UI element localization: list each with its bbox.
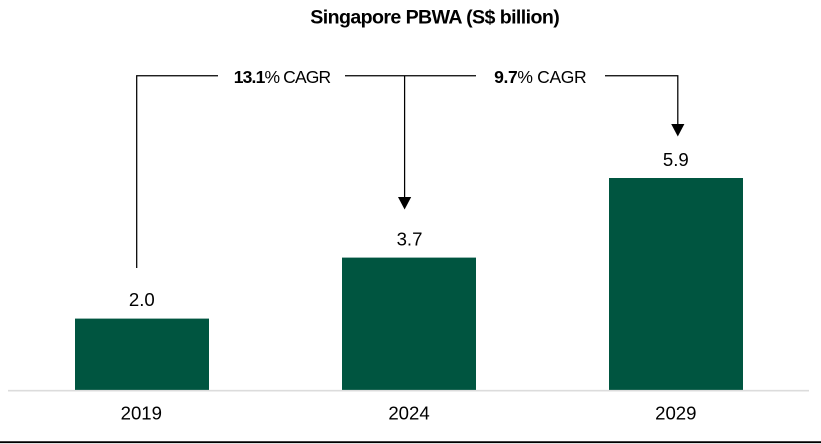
svg-text:2024: 2024 bbox=[388, 403, 429, 424]
svg-text:2019: 2019 bbox=[121, 403, 162, 424]
svg-text:2.0: 2.0 bbox=[129, 289, 155, 310]
svg-text:Singapore PBWA (S$ billion): Singapore PBWA (S$ billion) bbox=[310, 7, 560, 29]
svg-text:5.9: 5.9 bbox=[663, 149, 689, 170]
svg-text:2029: 2029 bbox=[655, 403, 696, 424]
svg-text:3.7: 3.7 bbox=[397, 228, 423, 249]
svg-text:13.1% CAGR: 13.1% CAGR bbox=[234, 67, 331, 87]
svg-text:9.7% CAGR: 9.7% CAGR bbox=[494, 67, 587, 87]
